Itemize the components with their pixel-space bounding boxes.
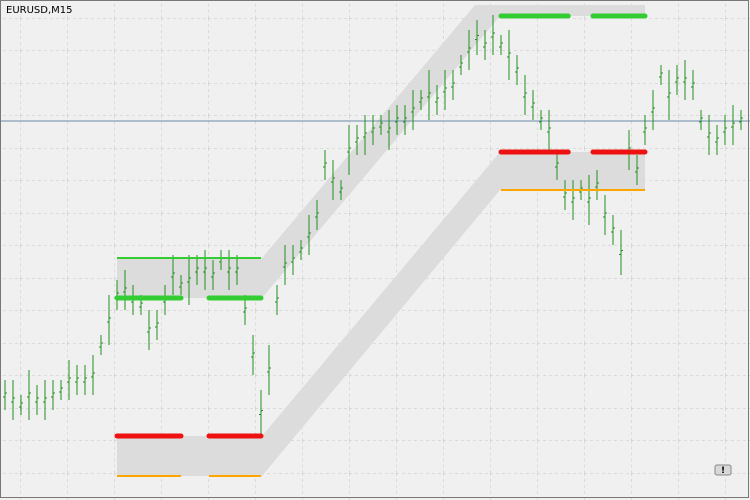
lower-channel <box>117 152 645 476</box>
upper-channel <box>117 5 645 298</box>
plot <box>0 13 750 477</box>
alert-button-label[interactable]: ! <box>721 466 725 476</box>
channel-zones <box>117 5 645 476</box>
symbol-label: EURUSD,M15 <box>6 5 72 16</box>
alert-button[interactable] <box>714 464 732 476</box>
